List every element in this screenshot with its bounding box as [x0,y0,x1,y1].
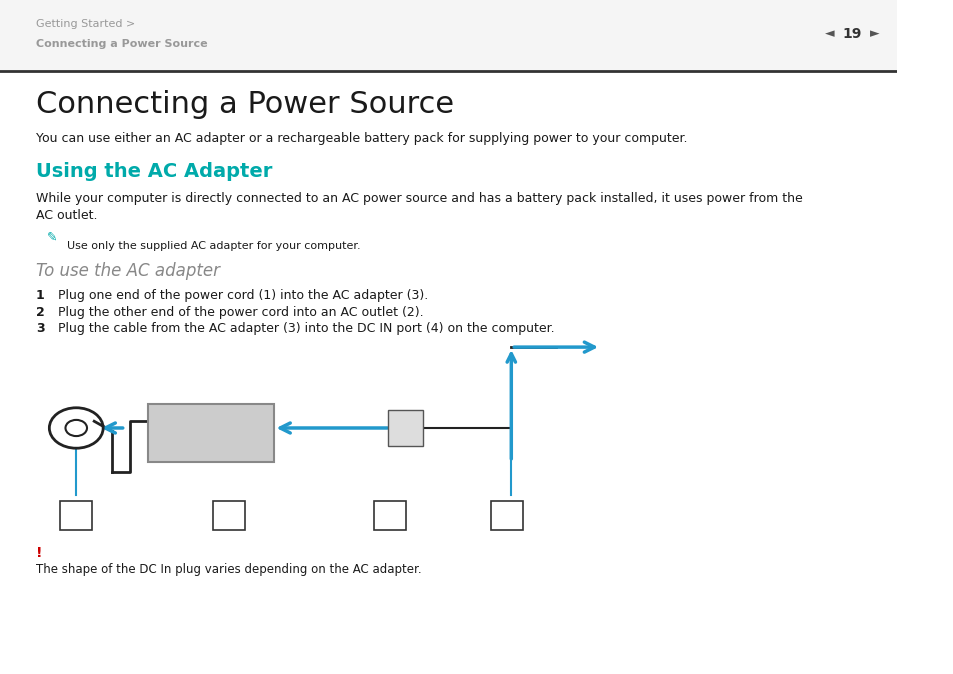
Text: You can use either an AC adapter or a rechargeable battery pack for supplying po: You can use either an AC adapter or a re… [36,131,687,145]
FancyBboxPatch shape [60,501,92,530]
Text: 2: 2 [36,305,45,319]
Text: 1: 1 [385,509,395,522]
Text: Using the AC Adapter: Using the AC Adapter [36,162,272,181]
FancyBboxPatch shape [374,501,406,530]
Text: 3: 3 [224,509,233,522]
FancyBboxPatch shape [388,410,423,446]
Text: Plug the cable from the AC adapter (3) into the DC IN port (4) on the computer.: Plug the cable from the AC adapter (3) i… [58,322,555,336]
Text: ✎: ✎ [47,231,57,244]
Text: 1: 1 [36,288,45,302]
Text: Getting Started >: Getting Started > [36,19,135,28]
Text: Connecting a Power Source: Connecting a Power Source [36,39,208,49]
Text: Use only the supplied AC adapter for your computer.: Use only the supplied AC adapter for you… [68,241,360,251]
FancyBboxPatch shape [490,501,522,530]
Text: 2: 2 [501,509,511,522]
Text: To use the AC adapter: To use the AC adapter [36,262,219,280]
Text: ►: ► [869,27,879,40]
Text: Plug one end of the power cord (1) into the AC adapter (3).: Plug one end of the power cord (1) into … [58,288,428,302]
Text: The shape of the DC In plug varies depending on the AC adapter.: The shape of the DC In plug varies depen… [36,563,421,576]
Text: 3: 3 [36,322,45,336]
Text: 19: 19 [841,27,861,40]
FancyBboxPatch shape [148,404,274,462]
Text: ◄: ◄ [824,27,834,40]
FancyBboxPatch shape [213,501,245,530]
Text: Plug the other end of the power cord into an AC outlet (2).: Plug the other end of the power cord int… [58,305,423,319]
Text: AC outlet.: AC outlet. [36,209,97,222]
Text: 4: 4 [71,509,81,522]
Text: !: ! [36,546,42,559]
Text: While your computer is directly connected to an AC power source and has a batter: While your computer is directly connecte… [36,192,801,206]
FancyBboxPatch shape [0,0,896,71]
Text: Connecting a Power Source: Connecting a Power Source [36,90,454,119]
